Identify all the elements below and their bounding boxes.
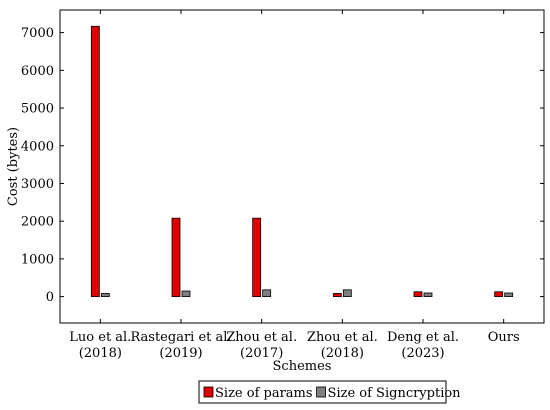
bar-params xyxy=(494,291,504,298)
y-tick-label: 6000 xyxy=(21,64,54,79)
bar-params xyxy=(90,25,100,298)
legend-swatch xyxy=(316,386,326,398)
y-tick-label: 5000 xyxy=(21,102,54,117)
x-tick-label: Deng et al. xyxy=(387,330,459,345)
bar-params xyxy=(171,217,181,298)
bar-signcryption xyxy=(181,290,191,298)
y-tick-label: 0 xyxy=(46,290,54,305)
x-tick-label: (2017) xyxy=(240,346,283,361)
plot-area xyxy=(59,9,545,324)
bars xyxy=(90,25,514,298)
bar-signcryption xyxy=(504,292,514,298)
bar-params xyxy=(252,217,262,298)
y-tick-label: 1000 xyxy=(21,252,54,267)
x-tick-label: (2019) xyxy=(159,346,202,361)
bar-params xyxy=(332,293,342,298)
x-tick-label: Rastegari et al. xyxy=(130,330,231,345)
y-axis-title: Cost (bytes) xyxy=(6,127,21,206)
x-tick-label: (2018) xyxy=(79,346,122,361)
bar-signcryption xyxy=(423,292,433,298)
x-axis: Luo et al.(2018)Rastegari et al.(2019)Zh… xyxy=(69,10,520,361)
x-tick-label: Zhou et al. xyxy=(226,330,297,345)
legend: Size of params Size of Signcryption xyxy=(198,380,462,404)
y-tick-label: 4000 xyxy=(21,139,54,154)
x-tick-label: Zhou et al. xyxy=(307,330,378,345)
bar-signcryption xyxy=(342,289,352,298)
y-tick-label: 2000 xyxy=(21,215,54,230)
x-axis-title: Schemes xyxy=(273,359,332,374)
bar-params xyxy=(413,291,423,298)
legend-label: Size of Signcryption xyxy=(328,386,462,401)
y-tick-label: 3000 xyxy=(21,177,54,192)
legend-swatch xyxy=(203,386,214,398)
bar-signcryption xyxy=(100,293,110,298)
y-axis: 0 1000 2000 3000 4000 5000 6000 7000 xyxy=(21,26,544,305)
legend-label: Size of params xyxy=(215,386,313,401)
x-tick-label: Luo et al. xyxy=(69,330,131,345)
x-tick-label: (2023) xyxy=(401,346,444,361)
bar-signcryption xyxy=(262,289,272,298)
y-tick-label: 7000 xyxy=(21,26,54,41)
x-tick-label: Ours xyxy=(488,330,520,345)
x-tick-label: (2018) xyxy=(321,346,364,361)
